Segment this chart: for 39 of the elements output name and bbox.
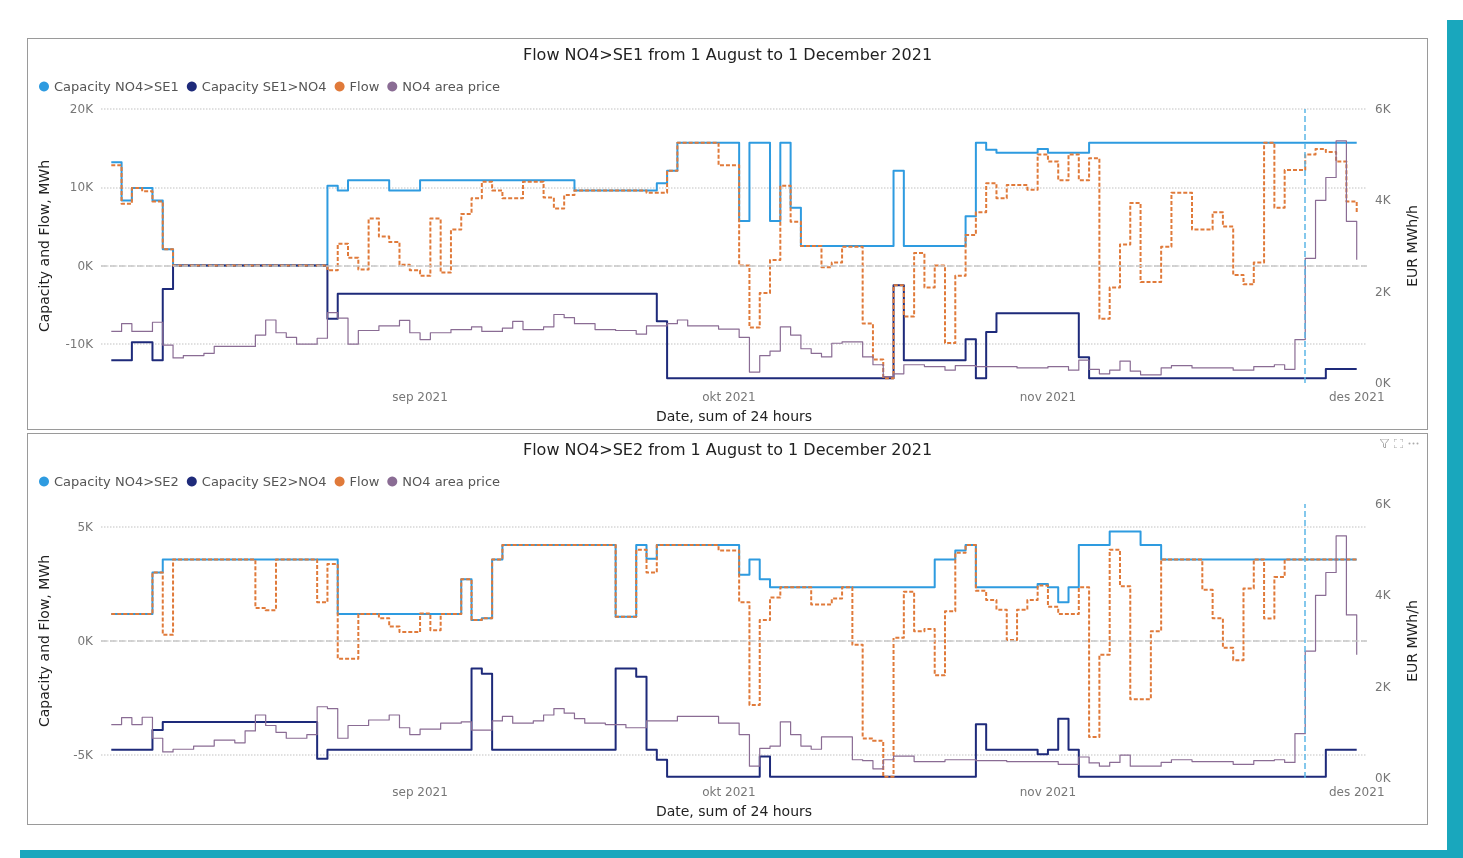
- legend-label: NO4 area price: [402, 474, 501, 489]
- y2-axis-title: EUR MWh/h: [1404, 600, 1420, 682]
- y-tick-label: 0K: [77, 634, 95, 648]
- chart-title: Flow NO4>SE2 from 1 August to 1 December 2021: [522, 439, 933, 459]
- y-tick-label: 20K: [69, 102, 95, 116]
- y2-tick-label: 4K: [1375, 193, 1392, 208]
- legend-label: Capacity SE2>NO4: [201, 474, 327, 489]
- y-tick-label: 0K: [77, 258, 95, 273]
- y-axis-title: Capacity and Flow, MWh: [36, 159, 52, 333]
- x-axis-title: Date, sum of 24 hours: [655, 803, 813, 819]
- x-tick-label: okt 2021: [702, 785, 756, 799]
- y2-tick-label: 0K: [1375, 376, 1392, 390]
- y-tick-label: -5K: [73, 748, 95, 763]
- legend-label: Capacity NO4>SE2: [54, 474, 179, 489]
- y2-tick-label: 2K: [1375, 284, 1392, 299]
- y2-tick-label: 6K: [1375, 102, 1392, 116]
- x-tick-label: des 2021: [1328, 390, 1385, 404]
- x-tick-label: okt 2021: [702, 390, 756, 404]
- y-tick-label: -10K: [65, 336, 95, 351]
- y-axis-title: Capacity and Flow, MWh: [36, 554, 52, 728]
- legend-label: Flow: [349, 474, 380, 489]
- chart-title: Flow NO4>SE1 from 1 August to 1 December 2021: [522, 44, 933, 64]
- legend-label: Capacity NO4>SE1: [54, 79, 179, 94]
- y2-tick-label: 0K: [1375, 771, 1392, 785]
- x-tick-label: des 2021: [1328, 785, 1385, 799]
- y-tick-label: 5K: [77, 519, 95, 534]
- x-tick-label: sep 2021: [392, 785, 448, 799]
- y-tick-label: 10K: [69, 180, 95, 195]
- x-tick-label: nov 2021: [1019, 390, 1077, 404]
- legend-label: NO4 area price: [402, 79, 501, 94]
- x-tick-label: sep 2021: [392, 390, 448, 404]
- x-tick-label: nov 2021: [1019, 785, 1077, 799]
- y2-tick-label: 2K: [1375, 679, 1392, 694]
- y2-tick-label: 4K: [1375, 588, 1392, 603]
- y2-tick-label: 6K: [1375, 497, 1392, 511]
- y2-axis-title: EUR MWh/h: [1404, 205, 1420, 287]
- legend-label: Capacity SE1>NO4: [201, 79, 327, 94]
- x-axis-title: Date, sum of 24 hours: [655, 408, 813, 424]
- legend-label: Flow: [349, 79, 380, 94]
